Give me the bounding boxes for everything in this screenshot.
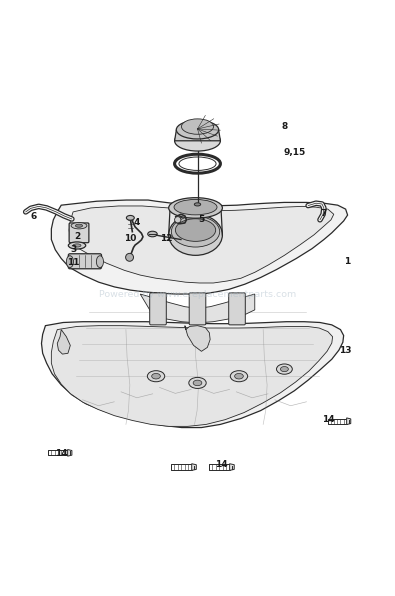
Polygon shape [229,464,234,470]
Ellipse shape [169,198,222,218]
Ellipse shape [181,119,214,134]
FancyBboxPatch shape [68,254,102,269]
Polygon shape [140,294,255,323]
Ellipse shape [175,219,216,241]
Polygon shape [69,206,334,283]
Ellipse shape [147,371,165,382]
Text: 3: 3 [70,245,76,254]
Text: 13: 13 [339,346,352,355]
Ellipse shape [193,380,202,386]
Ellipse shape [148,231,157,237]
Circle shape [175,216,181,223]
Polygon shape [57,330,70,354]
Polygon shape [347,418,351,424]
Ellipse shape [176,120,219,139]
Ellipse shape [174,200,217,215]
Text: 14: 14 [322,415,334,424]
Text: 14: 14 [55,449,68,458]
Ellipse shape [126,215,134,220]
Ellipse shape [73,244,81,247]
FancyBboxPatch shape [69,223,89,243]
FancyBboxPatch shape [150,293,166,325]
Polygon shape [68,449,72,456]
Text: 4: 4 [133,218,139,226]
Text: 2: 2 [74,232,80,241]
Polygon shape [192,464,196,470]
Ellipse shape [75,224,83,227]
Ellipse shape [171,216,220,247]
Text: 8: 8 [281,122,288,132]
Ellipse shape [280,367,288,372]
FancyBboxPatch shape [189,293,206,325]
Ellipse shape [152,374,160,379]
Ellipse shape [71,222,87,229]
Ellipse shape [235,374,243,379]
Ellipse shape [230,371,248,382]
FancyBboxPatch shape [229,293,245,325]
Circle shape [126,253,134,261]
Polygon shape [175,130,220,141]
Text: 11: 11 [67,258,79,267]
Ellipse shape [175,131,220,151]
Text: 10: 10 [124,234,137,243]
Text: 14: 14 [215,460,228,469]
Polygon shape [41,322,344,427]
Ellipse shape [189,377,206,389]
Polygon shape [185,325,210,351]
Polygon shape [51,325,333,426]
Text: 5: 5 [198,215,205,224]
Text: 7: 7 [321,209,327,218]
Ellipse shape [96,256,103,268]
Text: Powered by www.ereplacementparts.com: Powered by www.ereplacementparts.com [99,290,296,299]
Ellipse shape [66,256,73,268]
Text: 6: 6 [30,212,37,221]
Text: 1: 1 [344,257,351,266]
Ellipse shape [68,242,86,249]
Ellipse shape [169,214,222,255]
Text: 12: 12 [160,234,172,243]
Text: 9,15: 9,15 [283,148,305,157]
Ellipse shape [194,203,201,206]
Ellipse shape [276,364,292,374]
Polygon shape [51,200,348,294]
